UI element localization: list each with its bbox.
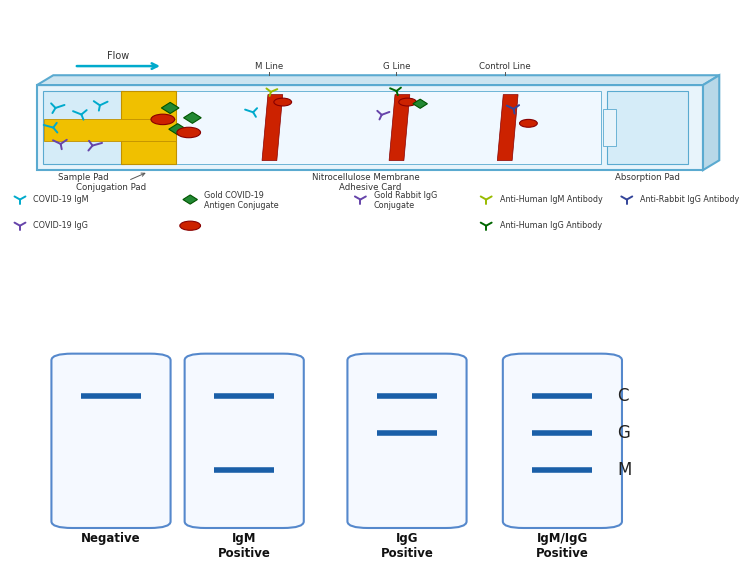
Polygon shape xyxy=(703,75,719,170)
Text: G Line: G Line xyxy=(383,62,410,71)
Text: Conjugation Pad: Conjugation Pad xyxy=(76,173,147,192)
FancyBboxPatch shape xyxy=(503,354,622,528)
Polygon shape xyxy=(184,112,201,124)
FancyBboxPatch shape xyxy=(185,354,304,528)
Text: IgM
Positive: IgM Positive xyxy=(218,532,271,560)
Text: C: C xyxy=(618,387,629,405)
Text: COVID-19 IgG: COVID-19 IgG xyxy=(33,221,88,230)
FancyBboxPatch shape xyxy=(348,354,467,528)
Text: Anti-Human IgM Antibody: Anti-Human IgM Antibody xyxy=(500,195,602,204)
Text: Antigen Conjugate: Antigen Conjugate xyxy=(204,201,278,210)
Text: Sample Pad: Sample Pad xyxy=(58,173,109,182)
FancyBboxPatch shape xyxy=(607,91,688,164)
Text: COVID-19 IgM: COVID-19 IgM xyxy=(33,195,89,204)
Text: Control Line: Control Line xyxy=(479,62,531,71)
Polygon shape xyxy=(413,99,428,108)
Text: IgM/IgG
Positive: IgM/IgG Positive xyxy=(536,532,589,560)
Text: Nitrocellulose Membrane: Nitrocellulose Membrane xyxy=(312,173,420,182)
FancyBboxPatch shape xyxy=(43,91,124,164)
Polygon shape xyxy=(169,124,186,135)
Text: Negative: Negative xyxy=(81,532,141,545)
Text: G: G xyxy=(618,424,630,442)
Text: Anti-Human IgG Antibody: Anti-Human IgG Antibody xyxy=(500,221,602,230)
Text: Absorption Pad: Absorption Pad xyxy=(615,173,680,182)
Circle shape xyxy=(274,98,292,106)
Polygon shape xyxy=(121,91,176,164)
Text: Adhesive Card: Adhesive Card xyxy=(339,183,401,192)
Polygon shape xyxy=(37,75,719,85)
FancyBboxPatch shape xyxy=(37,85,703,170)
Polygon shape xyxy=(389,95,410,161)
FancyBboxPatch shape xyxy=(603,109,616,146)
FancyBboxPatch shape xyxy=(130,91,601,164)
Circle shape xyxy=(399,98,417,106)
Polygon shape xyxy=(44,119,176,141)
Polygon shape xyxy=(497,95,518,161)
Circle shape xyxy=(177,127,201,138)
Polygon shape xyxy=(262,95,283,161)
Text: Conjugate: Conjugate xyxy=(374,201,415,210)
Text: Flow: Flow xyxy=(107,51,130,61)
Polygon shape xyxy=(161,103,179,113)
Polygon shape xyxy=(183,195,198,204)
Text: M: M xyxy=(618,461,632,479)
FancyBboxPatch shape xyxy=(52,354,171,528)
Text: Gold COVID-19: Gold COVID-19 xyxy=(204,191,263,200)
Circle shape xyxy=(151,114,175,125)
Text: IgG
Positive: IgG Positive xyxy=(380,532,434,560)
Text: Anti-Rabbit IgG Antibody: Anti-Rabbit IgG Antibody xyxy=(640,195,739,204)
Text: M Line: M Line xyxy=(255,62,283,71)
Circle shape xyxy=(180,221,201,230)
Circle shape xyxy=(519,120,537,127)
Text: Gold Rabbit IgG: Gold Rabbit IgG xyxy=(374,191,437,200)
